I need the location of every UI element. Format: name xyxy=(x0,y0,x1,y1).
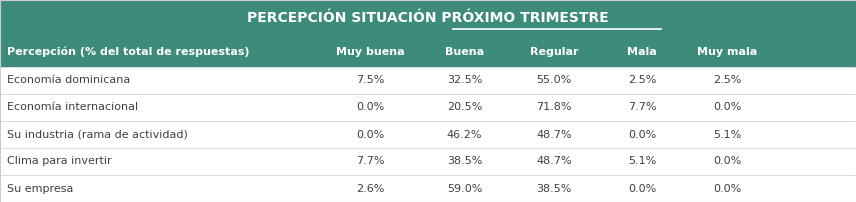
Text: 2.6%: 2.6% xyxy=(356,183,384,194)
Text: 46.2%: 46.2% xyxy=(447,129,482,140)
Bar xyxy=(0,121,856,148)
Bar xyxy=(0,148,856,175)
Text: 7.7%: 7.7% xyxy=(627,102,657,113)
Bar xyxy=(0,94,856,121)
Text: Economía internacional: Economía internacional xyxy=(7,102,138,113)
Bar xyxy=(0,175,856,202)
Text: 48.7%: 48.7% xyxy=(537,129,572,140)
Text: Clima para invertir: Clima para invertir xyxy=(7,157,111,166)
Text: Su empresa: Su empresa xyxy=(7,183,74,194)
Text: 48.7%: 48.7% xyxy=(537,157,572,166)
Text: 71.8%: 71.8% xyxy=(537,102,572,113)
Text: 0.0%: 0.0% xyxy=(356,129,384,140)
Text: 2.5%: 2.5% xyxy=(627,76,657,85)
Text: 5.1%: 5.1% xyxy=(627,157,657,166)
Text: Buena: Buena xyxy=(445,47,484,57)
Text: Percepción (% del total de respuestas): Percepción (% del total de respuestas) xyxy=(7,47,249,57)
Text: 38.5%: 38.5% xyxy=(447,157,482,166)
Text: 0.0%: 0.0% xyxy=(713,183,742,194)
Text: 0.0%: 0.0% xyxy=(713,157,742,166)
Text: 0.0%: 0.0% xyxy=(627,183,657,194)
Bar xyxy=(0,37,856,67)
Text: 38.5%: 38.5% xyxy=(537,183,572,194)
Text: PERCEPCIÓN SITUACIÓN PRÓXIMO TRIMESTRE: PERCEPCIÓN SITUACIÓN PRÓXIMO TRIMESTRE xyxy=(247,12,609,25)
Text: 20.5%: 20.5% xyxy=(447,102,482,113)
Text: 32.5%: 32.5% xyxy=(447,76,482,85)
Text: 0.0%: 0.0% xyxy=(356,102,384,113)
Text: 7.7%: 7.7% xyxy=(356,157,384,166)
Text: Economía dominicana: Economía dominicana xyxy=(7,76,130,85)
Text: 0.0%: 0.0% xyxy=(713,102,742,113)
Text: 55.0%: 55.0% xyxy=(537,76,572,85)
Text: Mala: Mala xyxy=(627,47,657,57)
Bar xyxy=(0,67,856,94)
Bar xyxy=(0,0,856,37)
Text: Regular: Regular xyxy=(530,47,579,57)
Text: 7.5%: 7.5% xyxy=(356,76,384,85)
Text: 0.0%: 0.0% xyxy=(627,129,657,140)
Text: Su industria (rama de actividad): Su industria (rama de actividad) xyxy=(7,129,187,140)
Text: 2.5%: 2.5% xyxy=(713,76,742,85)
Text: 5.1%: 5.1% xyxy=(713,129,742,140)
Text: Muy mala: Muy mala xyxy=(698,47,758,57)
Text: Muy buena: Muy buena xyxy=(336,47,405,57)
Text: 59.0%: 59.0% xyxy=(447,183,482,194)
